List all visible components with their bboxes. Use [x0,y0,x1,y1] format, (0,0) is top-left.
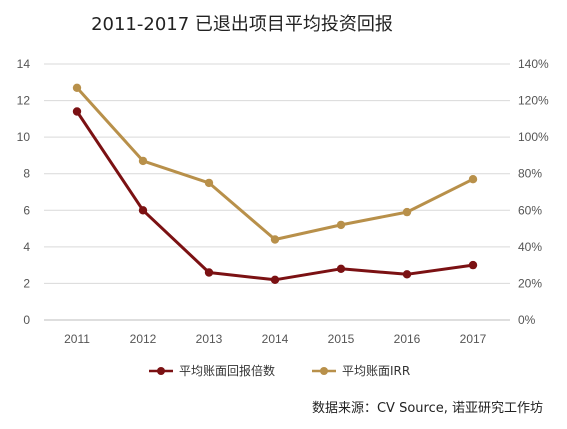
data-point-series-0 [72,107,82,116]
x-tick-label: 2015 [328,332,355,346]
x-tick-label: 2014 [262,332,289,346]
right-tick-label: 80% [518,167,542,181]
data-point-series-0 [468,260,478,270]
x-tick-label: 2012 [130,332,157,346]
x-axis-ticks: 2011 2012 2013 2014 2015 2016 2017 [64,332,487,346]
x-tick-label: 2011 [64,332,90,346]
left-tick-label: 2 [23,276,30,290]
chart-title: 2011-2017 已退出项目平均投资回报 [91,14,393,35]
source-note: 数据来源：CV Source, 诺亚研究工作坊 [312,401,543,416]
data-point-series-0 [204,268,214,277]
right-tick-label: 20% [518,276,542,290]
left-tick-label: 8 [23,167,30,181]
left-tick-label: 6 [23,203,30,217]
data-point-series-0 [336,264,346,273]
legend: 平均账面回报倍数 平均账面IRR [149,363,410,378]
right-axis-ticks: 0% 20% 40% 60% 80% 100% 120% 140% [518,57,549,327]
data-point-series-1 [402,207,412,217]
legend-item-multiple: 平均账面回报倍数 [149,363,275,378]
right-tick-label: 100% [518,130,549,144]
legend-item-irr: 平均账面IRR [312,364,410,378]
x-tick-label: 2017 [460,332,487,346]
data-point-series-1 [72,83,82,93]
left-axis-ticks: 0 2 4 6 8 10 12 14 [17,57,31,327]
left-tick-label: 14 [17,57,31,71]
data-point-series-0 [270,275,280,284]
data-point-series-1 [468,175,478,184]
data-point-series-0 [138,206,148,215]
x-tick-label: 2013 [196,332,223,346]
data-point-series-1 [204,178,214,188]
x-tick-label: 2016 [394,332,421,346]
series-layer [72,83,478,284]
left-tick-label: 0 [23,313,30,327]
legend-label-irr: 平均账面IRR [342,364,410,378]
legend-label-multiple: 平均账面回报倍数 [179,363,275,378]
left-tick-label: 4 [23,240,30,254]
data-point-series-1 [336,220,346,230]
right-tick-label: 0% [518,313,536,327]
data-point-series-0 [402,270,412,279]
legend-marker-irr [320,367,328,375]
right-tick-label: 140% [518,57,549,71]
left-tick-label: 12 [17,94,31,108]
data-point-series-1 [138,156,148,166]
data-point-series-1 [270,235,280,244]
legend-marker-multiple [157,367,165,375]
right-tick-label: 60% [518,203,542,217]
right-tick-label: 40% [518,240,542,254]
right-tick-label: 120% [518,94,549,108]
left-tick-label: 10 [17,130,31,144]
series-line-1 [75,86,474,241]
